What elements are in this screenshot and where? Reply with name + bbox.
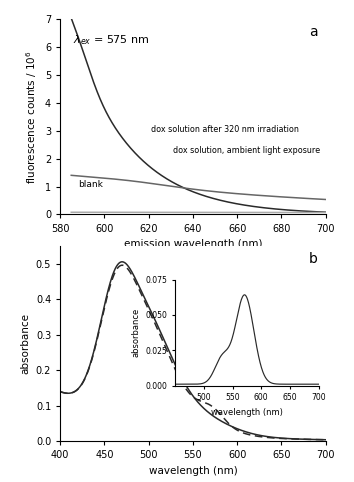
Text: a: a bbox=[309, 25, 318, 39]
Text: dox solution after 320 nm irradiation: dox solution after 320 nm irradiation bbox=[151, 125, 299, 134]
Text: blank: blank bbox=[78, 180, 103, 189]
Y-axis label: absorbance: absorbance bbox=[131, 308, 140, 357]
Text: $\lambda_{ex}$ = 575 nm: $\lambda_{ex}$ = 575 nm bbox=[74, 33, 150, 47]
Text: b: b bbox=[309, 252, 318, 266]
Y-axis label: absorbance: absorbance bbox=[20, 313, 30, 374]
X-axis label: wavelength (nm): wavelength (nm) bbox=[211, 408, 283, 417]
Text: dox solution, ambient light exposure: dox solution, ambient light exposure bbox=[173, 147, 320, 155]
X-axis label: emission wavelength (nm): emission wavelength (nm) bbox=[124, 239, 262, 249]
X-axis label: wavelength (nm): wavelength (nm) bbox=[149, 466, 237, 476]
Y-axis label: fluorescence counts / 10$^6$: fluorescence counts / 10$^6$ bbox=[24, 50, 39, 184]
